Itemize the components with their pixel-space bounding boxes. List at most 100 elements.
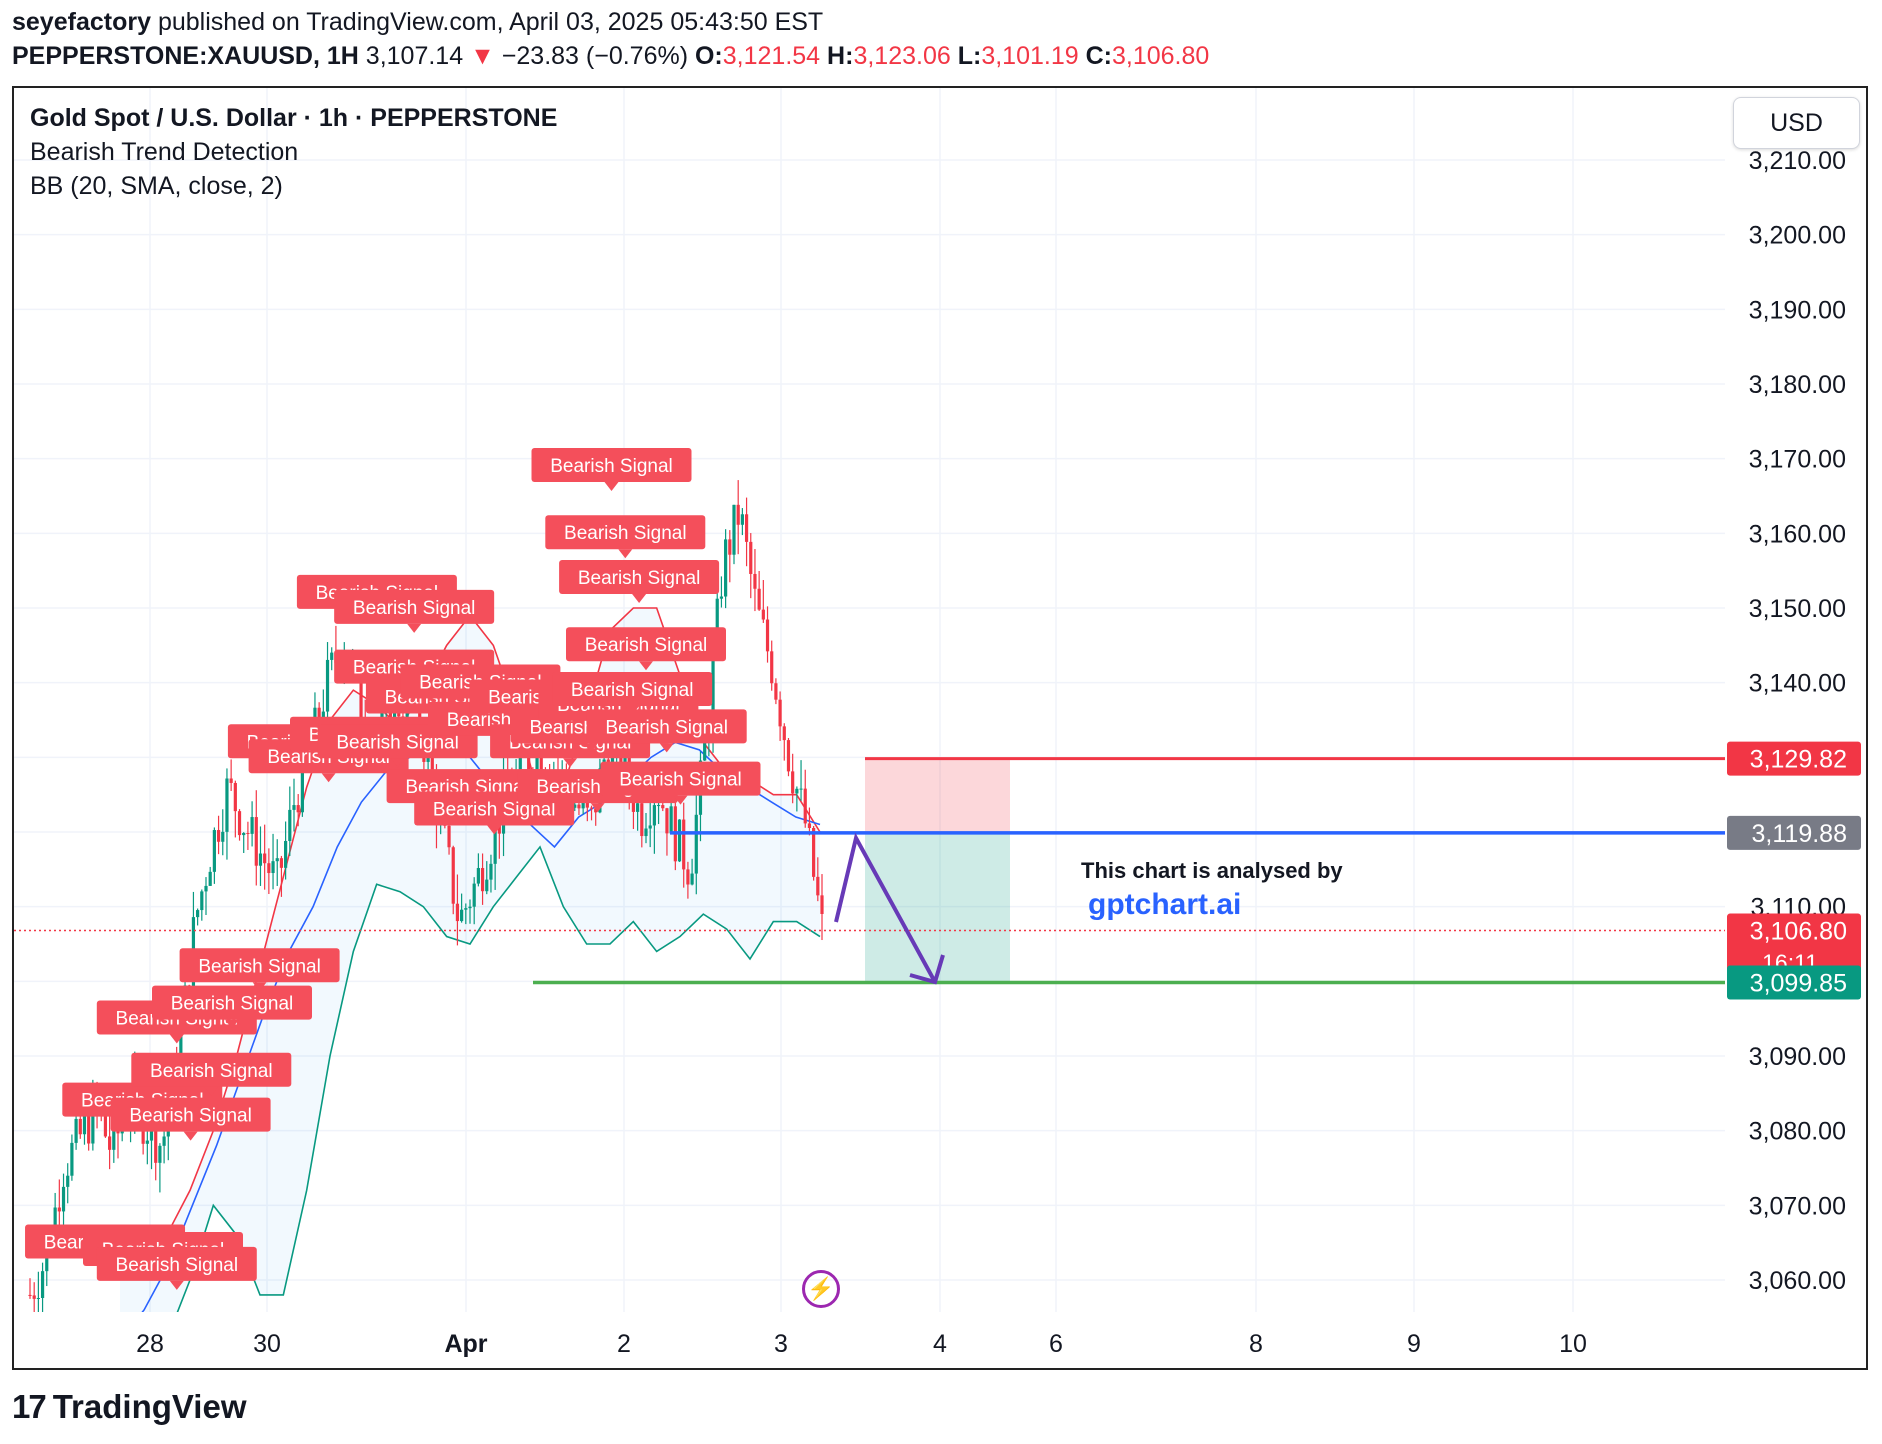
bearish-signal-pointer [583,743,598,753]
tradingview-logo[interactable]: 17 TradingView [12,1388,247,1426]
x-tick-label: 9 [1407,1330,1421,1358]
bearish-signal-pointer [204,1086,219,1096]
bearish-signal-text: Bearish Signal [171,994,294,1015]
last-price: 3,107.14 [365,42,464,70]
y-tick-label: 3,150.00 [1749,595,1846,623]
legend-indicator-bearish-trend[interactable]: Bearish Trend Detection [30,138,299,166]
candle-body [430,747,434,776]
candle-body [682,819,686,870]
plot-area: Bearish Signal Bearish Signal Bearish Sign… [14,88,1725,1312]
candle-body [112,1124,116,1150]
bearish-signal-box [131,1052,292,1087]
candle-body [594,808,598,813]
close-value: 3,106.80 [1112,42,1210,70]
bearish-signal-label: Bearish Signal [566,627,726,671]
candle-body [61,1186,66,1212]
bearish-signal-pointer [183,1131,198,1141]
x-tick-label: 3 [774,1330,788,1358]
candle-body [795,788,799,794]
candle-body [732,504,736,555]
projection-arrow-line [834,832,937,983]
candle-body [719,596,724,599]
candle-body [45,1247,49,1272]
triangle-down-icon: ▼ [470,42,495,70]
x-tick-label: 6 [1049,1330,1063,1358]
candle-body [229,778,233,783]
bearish-signal-text: Bearish Signal [585,635,708,656]
candle-body [57,1207,61,1212]
candle-body [753,573,757,589]
bearish-signal-box [179,948,340,983]
candle-body [744,514,749,542]
bearish-signal-text: Bearish Signal [433,799,556,820]
x-tick-label: 10 [1559,1330,1587,1358]
candle-body [28,1294,32,1296]
candle-body [485,879,489,892]
candle-body [279,858,284,868]
candle-body [656,805,661,807]
candle-body [577,804,581,809]
candle-body [254,817,258,866]
annotation-text: This chart is analysed by [1081,858,1343,883]
stop-zone [865,758,1010,833]
candle-body [460,909,464,922]
bearish-signal-text: Bearish Signal [198,956,321,977]
candle-body [66,1175,70,1187]
candle-body [36,1297,40,1299]
candle-body [78,1118,82,1135]
bearish-signal-text: Bearish Signal [564,523,687,544]
bearish-signal-label: Bearish Signal [131,1052,292,1096]
svg-text:3,106.80: 3,106.80 [1750,918,1847,946]
candle-body [803,788,807,824]
candle-body [455,903,460,922]
candle-body [330,652,334,660]
bearish-signal-pointer [639,661,653,671]
candle-body [468,906,472,909]
candle-body [765,619,770,652]
candle-body [820,895,824,914]
candle-body [669,806,673,834]
bearish-signal-text: Bearish Signal [336,732,459,753]
bearish-signal-text: Bearish Signal [571,680,694,701]
svg-text:3,129.82: 3,129.82 [1750,746,1847,774]
candle-body [816,876,820,896]
candle-body [535,752,539,781]
lightning-icon[interactable]: ⚡ [802,1270,840,1308]
bearish-signal-pointer [618,549,633,559]
publish-info: seyefactory published on TradingView.com… [12,8,823,37]
bearish-signal-label: Bearish Signal [152,985,312,1029]
bearish-signal-pointer [225,1019,239,1029]
candle-body [623,746,627,775]
currency-selector[interactable]: USD [1733,97,1860,149]
candle-body [812,827,816,877]
target-price-tag: 3,099.85 [1727,965,1861,1000]
bearish-signal-box [566,627,726,662]
candle-body [581,799,585,809]
candle-body [284,840,288,868]
legend-indicator-bb[interactable]: BB (20, SMA, close, 2) [30,172,283,200]
author-name[interactable]: seyefactory [12,8,151,36]
x-tick-label: Apr [444,1330,487,1358]
bearish-signal-pointer [169,1280,184,1290]
candle-body [539,752,543,772]
candle-body [761,609,765,620]
candle-body [736,504,740,525]
symbol-ohlc-line: PEPPERSTONE:XAUUSD, 1H 3,107.14 ▼ −23.83… [12,42,1209,71]
candle-body [686,869,690,885]
open-value: 3,121.54 [722,42,821,70]
bearish-signal-pointer [252,982,267,992]
candle-body [233,782,237,812]
candle-body [267,863,271,874]
bearish-signal-box [559,560,720,594]
candle-body [661,805,665,809]
x-tick-label: 2 [617,1330,631,1358]
bearish-signal-box [531,448,692,482]
candle-body [225,778,229,832]
candle-body [325,659,330,712]
candle-body [493,820,497,864]
x-tick-label: 30 [253,1330,281,1358]
candle-body [703,741,707,761]
candle-body [447,825,451,848]
candle-body [652,805,656,826]
